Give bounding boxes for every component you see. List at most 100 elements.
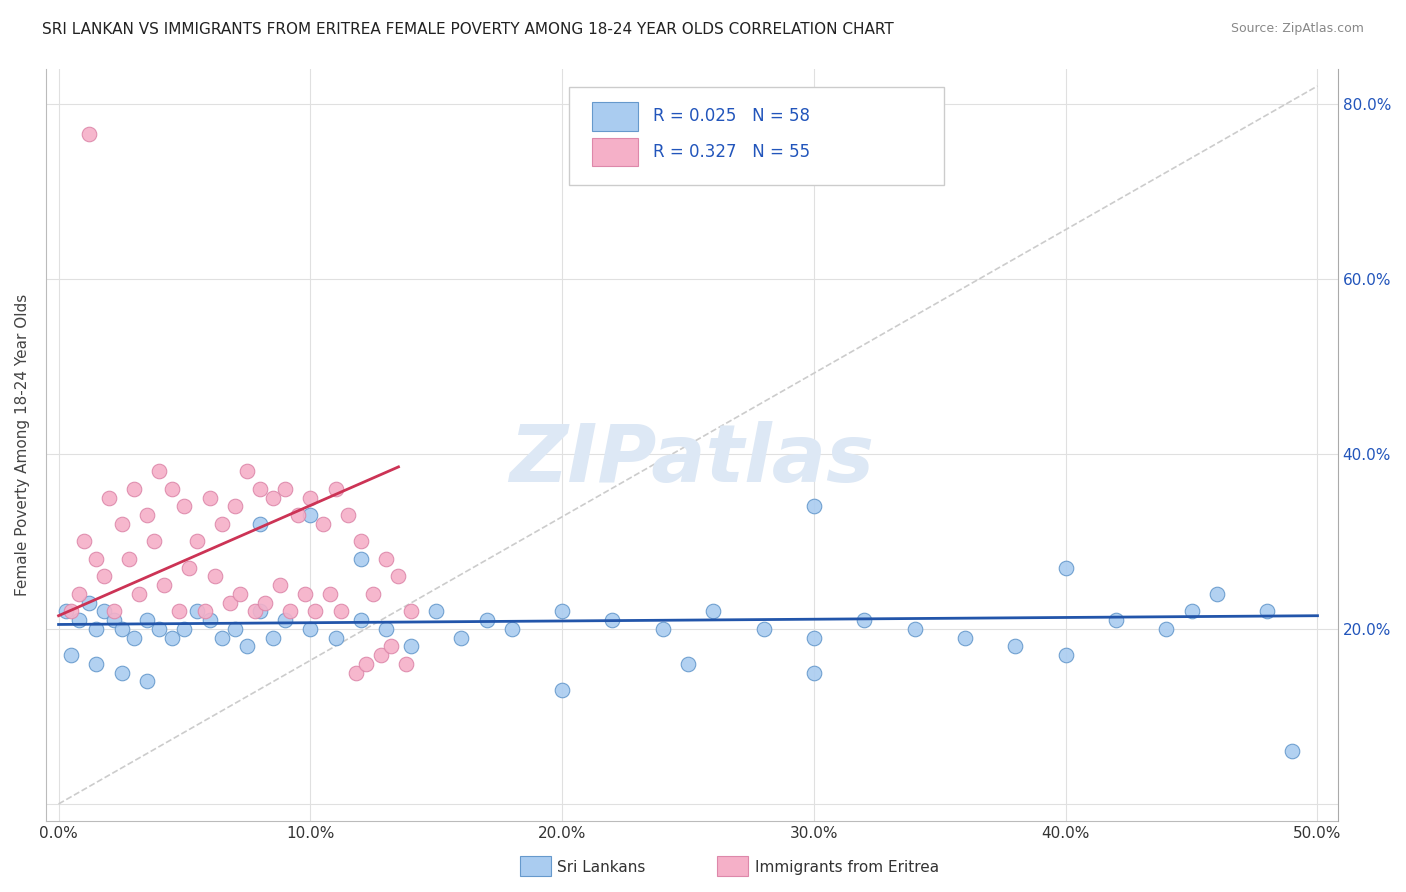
Point: [1281, 744, 1303, 758]
Point: [169, 604, 191, 618]
Point: [77, 127, 100, 141]
Point: [186, 604, 208, 618]
Point: [97, 491, 120, 505]
Point: [153, 578, 176, 592]
Point: [224, 622, 246, 636]
Point: [135, 508, 157, 522]
Point: [179, 560, 201, 574]
Point: [702, 604, 724, 618]
Point: [274, 613, 297, 627]
Point: [294, 587, 316, 601]
Point: [354, 657, 377, 671]
Point: [1004, 640, 1026, 654]
Point: [329, 604, 352, 618]
Point: [676, 657, 699, 671]
Point: [350, 551, 373, 566]
Point: [122, 482, 145, 496]
Point: [299, 622, 322, 636]
Point: [1256, 604, 1278, 618]
Point: [399, 640, 422, 654]
Point: [173, 622, 195, 636]
Point: [118, 551, 141, 566]
Point: [103, 604, 125, 618]
Point: [1205, 587, 1227, 601]
Point: [344, 665, 367, 680]
Point: [299, 508, 322, 522]
Point: [399, 604, 422, 618]
Text: Immigrants from Eritrea: Immigrants from Eritrea: [755, 861, 939, 875]
Point: [135, 674, 157, 689]
Point: [278, 604, 301, 618]
Point: [229, 587, 252, 601]
Point: [93, 569, 115, 583]
Point: [173, 500, 195, 514]
Point: [110, 665, 132, 680]
Text: ZIPatlas: ZIPatlas: [509, 421, 875, 499]
Point: [803, 631, 825, 645]
Point: [1181, 604, 1204, 618]
Point: [1105, 613, 1128, 627]
Point: [249, 604, 271, 618]
Text: Sri Lankans: Sri Lankans: [557, 861, 645, 875]
Text: SRI LANKAN VS IMMIGRANTS FROM ERITREA FEMALE POVERTY AMONG 18-24 YEAR OLDS CORRE: SRI LANKAN VS IMMIGRANTS FROM ERITREA FE…: [42, 22, 894, 37]
Point: [953, 631, 976, 645]
Point: [93, 604, 115, 618]
Point: [135, 613, 157, 627]
Bar: [592, 103, 637, 131]
Point: [395, 657, 418, 671]
Point: [1054, 560, 1077, 574]
Point: [325, 631, 347, 645]
Point: [551, 604, 574, 618]
Point: [249, 482, 271, 496]
Text: R = 0.025   N = 58: R = 0.025 N = 58: [652, 107, 810, 125]
Point: [274, 482, 297, 496]
Point: [160, 482, 183, 496]
Point: [67, 587, 90, 601]
Point: [198, 491, 221, 505]
Point: [380, 640, 402, 654]
Point: [86, 622, 108, 636]
Point: [387, 569, 409, 583]
Point: [262, 631, 284, 645]
Point: [211, 631, 233, 645]
Point: [186, 534, 208, 549]
Point: [551, 683, 574, 698]
Point: [86, 657, 108, 671]
Point: [262, 491, 284, 505]
Bar: [592, 137, 637, 167]
Point: [374, 551, 396, 566]
Point: [370, 648, 392, 662]
Point: [236, 640, 259, 654]
Point: [304, 604, 326, 618]
Point: [312, 516, 335, 531]
Point: [110, 516, 132, 531]
Point: [60, 648, 83, 662]
Point: [319, 587, 342, 601]
Point: [475, 613, 498, 627]
Point: [287, 508, 309, 522]
Point: [55, 604, 77, 618]
Point: [148, 464, 170, 478]
Point: [853, 613, 876, 627]
Point: [1156, 622, 1178, 636]
Point: [350, 534, 373, 549]
Point: [73, 534, 96, 549]
FancyBboxPatch shape: [569, 87, 943, 186]
Text: R = 0.327   N = 55: R = 0.327 N = 55: [652, 143, 810, 161]
Point: [450, 631, 472, 645]
Point: [86, 551, 108, 566]
Point: [243, 604, 266, 618]
Point: [602, 613, 624, 627]
Point: [299, 491, 322, 505]
Point: [67, 613, 90, 627]
Point: [224, 500, 246, 514]
Point: [148, 622, 170, 636]
Point: [211, 516, 233, 531]
Point: [218, 596, 240, 610]
Point: [803, 500, 825, 514]
Point: [425, 604, 447, 618]
Point: [269, 578, 291, 592]
Point: [249, 516, 271, 531]
Point: [803, 665, 825, 680]
Point: [143, 534, 166, 549]
